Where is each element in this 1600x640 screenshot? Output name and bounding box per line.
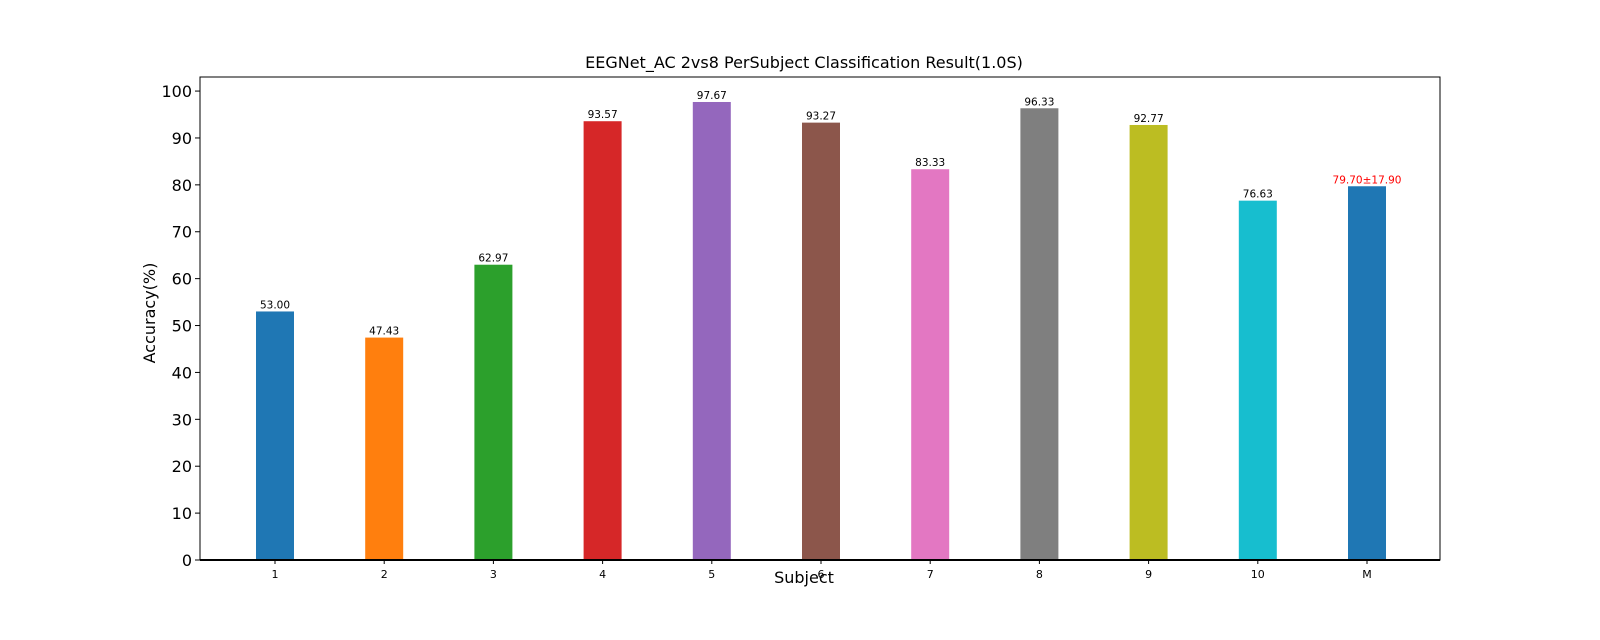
y-axis-ticks: 0 10 20 30 40 50 60 70 80 90 100: [161, 82, 200, 570]
y-tick-label: 80: [172, 176, 192, 195]
x-tick-label: 3: [490, 568, 497, 581]
data-label: 83.33: [915, 157, 945, 169]
data-label: 62.97: [478, 253, 508, 265]
y-tick-label: 70: [172, 223, 192, 242]
y-tick-label: 10: [172, 504, 192, 523]
y-axis-label: Accuracy(%): [140, 263, 159, 364]
y-tick-label: 60: [172, 270, 192, 289]
bar-M: [1348, 186, 1386, 560]
bar-1: [256, 311, 294, 560]
x-tick-label: 10: [1251, 568, 1265, 581]
y-tick-label: 100: [161, 82, 192, 101]
x-tick-label: 9: [1145, 568, 1152, 581]
bar-4: [583, 121, 622, 561]
x-axis-ticks: 1 2 3 4 5 6 7 8 9 10 M: [272, 560, 1372, 581]
x-tick-label: 2: [381, 568, 388, 581]
y-tick-label: 40: [172, 363, 192, 382]
chart-title: EEGNet_AC 2vs8 PerSubject Classification…: [585, 53, 1023, 73]
bar-2: [365, 337, 404, 560]
x-tick-label: 4: [599, 568, 606, 581]
x-tick-label: 8: [1036, 568, 1043, 581]
x-tick-label: 1: [272, 568, 279, 581]
x-tick-label: 5: [708, 568, 715, 581]
bar-9: [1129, 124, 1168, 561]
data-label: 97.67: [697, 90, 727, 102]
y-tick-label: 20: [172, 457, 192, 476]
x-tick-label: 6: [818, 568, 825, 581]
y-tick-label: 30: [172, 410, 192, 429]
data-label: 76.63: [1243, 189, 1273, 201]
y-tick-label: 0: [182, 551, 192, 570]
data-label: 53.00: [260, 299, 290, 311]
bar-5: [692, 101, 731, 560]
x-tick-label: M: [1362, 568, 1372, 581]
bar-10: [1238, 200, 1277, 560]
data-label: 96.33: [1024, 96, 1054, 108]
bar-8: [1020, 108, 1059, 560]
bar-6: [802, 122, 840, 561]
bars-group: [256, 101, 1386, 561]
data-label: 93.57: [588, 109, 618, 121]
y-tick-label: 90: [172, 129, 192, 148]
bar-7: [911, 169, 950, 560]
x-tick-label: 7: [927, 568, 934, 581]
x-axis-label: Subject: [774, 568, 834, 587]
data-label: 93.27: [806, 111, 836, 123]
data-label: 92.77: [1134, 113, 1164, 125]
data-label: 47.43: [369, 326, 399, 338]
bar-3: [474, 264, 513, 560]
data-label: 79.70±17.90: [1333, 174, 1402, 186]
y-tick-label: 50: [172, 317, 192, 336]
data-labels: 53.00 47.43 62.97 93.57 97.67 93.27 83.33 96.33…: [260, 90, 1401, 338]
